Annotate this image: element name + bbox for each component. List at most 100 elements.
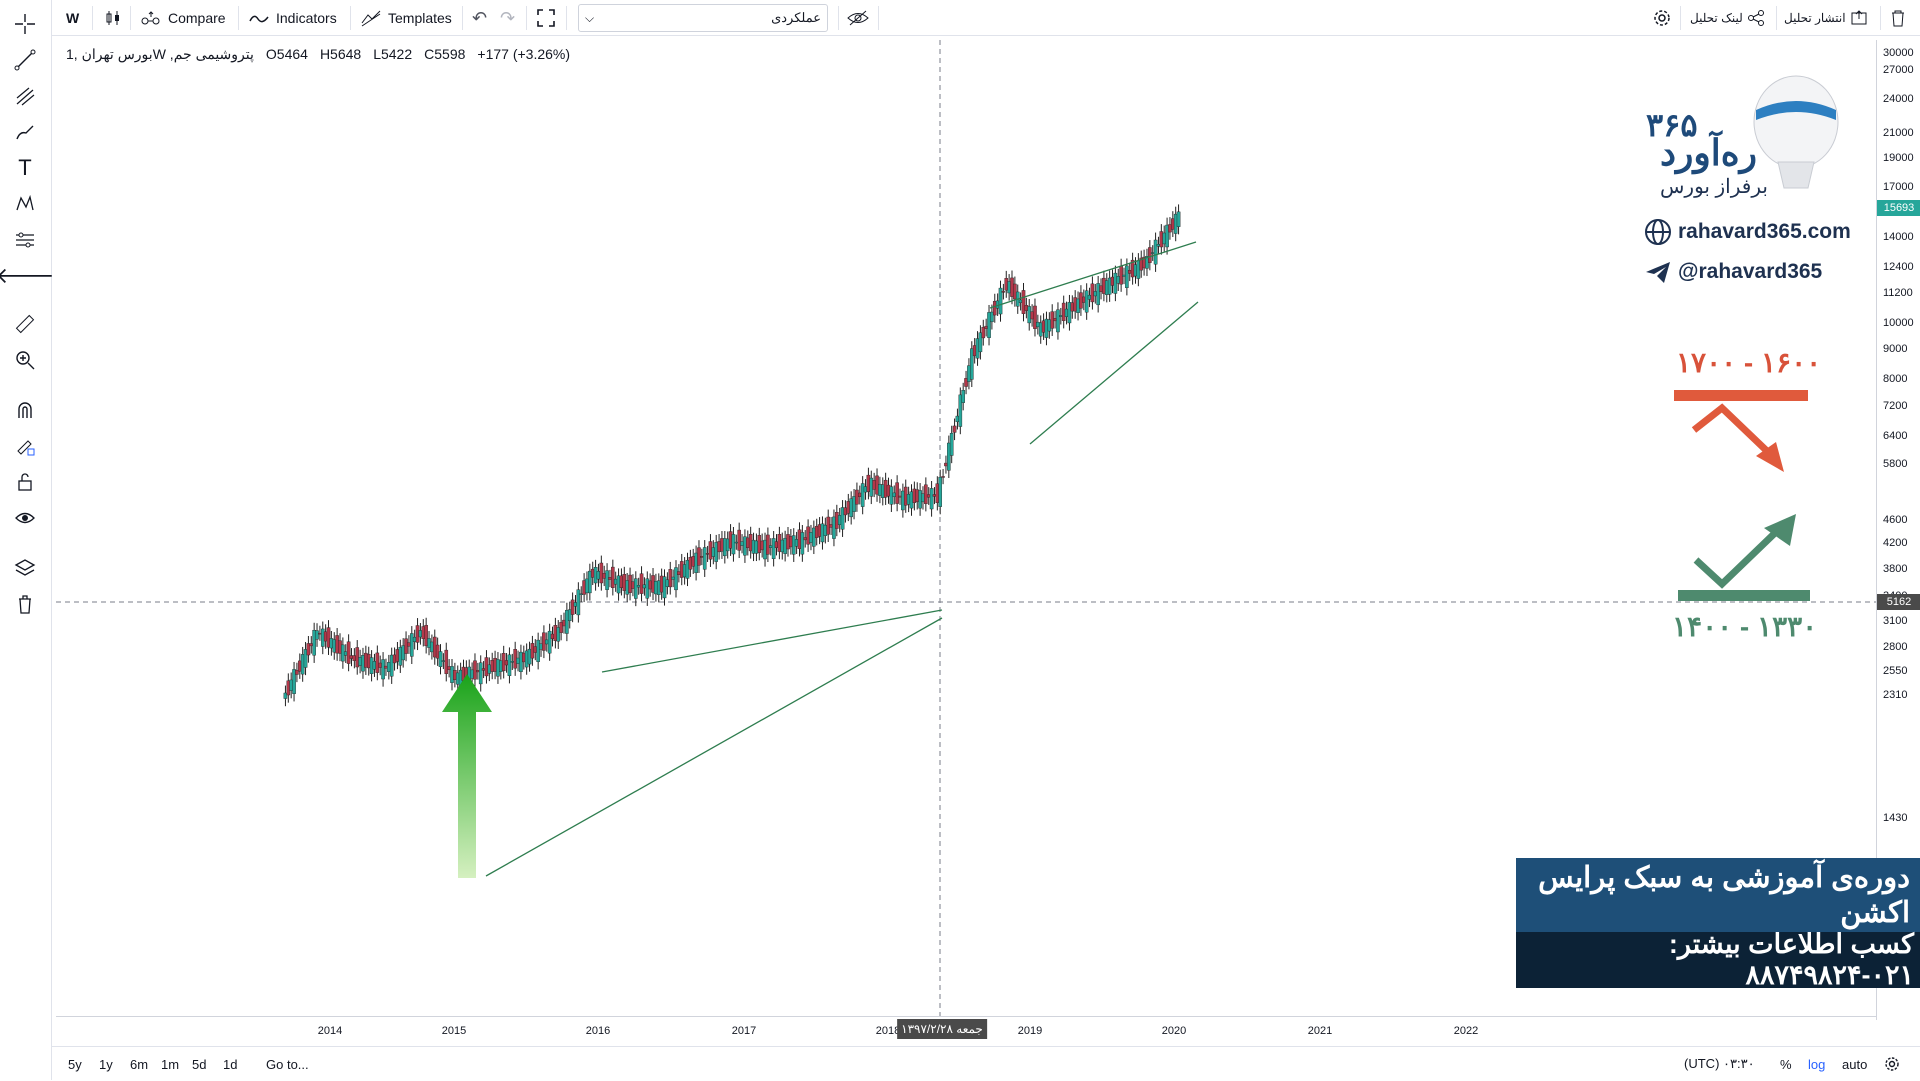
timezone-clock[interactable]: ۰۳:۳۰ (UTC) xyxy=(1684,1056,1755,1071)
price-axis-label: 3100 xyxy=(1883,615,1908,627)
candle-body xyxy=(424,624,428,647)
candle-body xyxy=(588,570,592,594)
share-analysis-button[interactable]: لینک تحلیل xyxy=(1690,0,1765,36)
zoom-in-icon[interactable] xyxy=(11,346,39,374)
price-axis-label: 10000 xyxy=(1883,317,1914,329)
price-axis-label: 4200 xyxy=(1883,537,1908,549)
price-axis-label: 9000 xyxy=(1883,343,1908,355)
redo-icon[interactable]: ↷ xyxy=(500,7,516,28)
candle-body xyxy=(381,659,385,680)
log-scale-toggle[interactable]: log xyxy=(1808,1056,1826,1072)
range-button-6m[interactable]: 6m xyxy=(130,1056,149,1072)
undo-icon[interactable]: ↶ xyxy=(472,7,488,28)
range-button-5d[interactable]: 5d xyxy=(192,1056,207,1072)
remove-drawings-icon[interactable] xyxy=(11,590,39,618)
last-price-badge: 15693 xyxy=(1877,200,1920,216)
candle-body xyxy=(639,573,644,594)
candle-body xyxy=(326,627,331,648)
candle-body xyxy=(1107,277,1112,295)
share-icon xyxy=(1747,10,1764,26)
crosshair-price-badge: 5162 xyxy=(1877,594,1920,610)
price-axis[interactable]: 30000 27000 24000 21000 19000 17000 14000 12400… xyxy=(1876,40,1920,1020)
price-axis-label: 1430 xyxy=(1883,812,1908,824)
telegram-link[interactable]: @rahavard365 xyxy=(1644,258,1822,286)
candle-body xyxy=(438,651,443,667)
toolbar-divider xyxy=(1880,6,1881,30)
time-axis[interactable]: 2022 2021 2020 2019 2018 2017 2016 2015 2014 جمع… xyxy=(56,1016,1876,1046)
candle-body xyxy=(947,442,951,471)
candle-body xyxy=(303,649,308,668)
magnet-icon[interactable] xyxy=(11,396,39,424)
price-axis-label: 14000 xyxy=(1883,231,1914,243)
publish-analysis-button[interactable]: انتشار تحلیل xyxy=(1784,0,1868,36)
price-axis-label: 24000 xyxy=(1883,93,1914,105)
publish-icon xyxy=(1851,10,1867,25)
candle-body xyxy=(731,534,736,555)
templates-button[interactable]: Templates xyxy=(360,0,452,36)
fullscreen-icon[interactable] xyxy=(536,0,556,36)
price-axis-label: 5800 xyxy=(1883,458,1908,470)
arrow-left-icon[interactable]: 🡐 xyxy=(0,263,55,288)
share-analysis-label: لینک تحلیل xyxy=(1690,11,1743,25)
publish-analysis-label: انتشار تحلیل xyxy=(1784,11,1846,25)
settings-gear-icon[interactable] xyxy=(1652,0,1672,36)
website-link[interactable]: rahavard365.com xyxy=(1644,218,1851,246)
crosshair-icon[interactable] xyxy=(11,10,39,38)
candle-body xyxy=(952,425,957,433)
hide-drawings-icon[interactable] xyxy=(846,0,870,36)
text-tool-icon[interactable]: T xyxy=(18,155,32,180)
unlock-icon[interactable] xyxy=(11,468,39,496)
range-button-1y[interactable]: 1y xyxy=(99,1056,113,1072)
brush-icon[interactable] xyxy=(11,118,39,146)
auto-scale-toggle[interactable]: auto xyxy=(1842,1056,1868,1072)
candle-body xyxy=(987,312,991,338)
pitchfork-icon[interactable] xyxy=(11,82,39,110)
trash-icon[interactable] xyxy=(1890,0,1906,36)
candle-body xyxy=(565,609,569,634)
candle-body xyxy=(855,489,859,505)
prediction-icon[interactable] xyxy=(11,226,39,254)
candle-body xyxy=(1021,290,1026,314)
support-zone-label: ۱۳۳۰ - ۱۴۰۰ xyxy=(1672,611,1818,642)
candle-body xyxy=(840,507,845,530)
chart-settings-gear-icon[interactable] xyxy=(1884,1047,1900,1081)
layers-icon[interactable] xyxy=(11,554,39,582)
toolbar-divider xyxy=(92,6,93,30)
ruler-icon[interactable] xyxy=(11,310,39,338)
time-axis-label: 2020 xyxy=(1161,1025,1187,1037)
lock-drawing-icon[interactable] xyxy=(11,432,39,460)
pattern-icon[interactable] xyxy=(11,190,39,218)
range-button-1m[interactable]: 1m xyxy=(161,1056,180,1072)
price-axis-label: 2550 xyxy=(1883,665,1908,677)
template-search-input[interactable]: ⌵ عملکردی xyxy=(578,4,828,32)
template-search-value: عملکردی xyxy=(771,10,821,25)
candlestick-series xyxy=(283,204,1181,707)
indicators-button[interactable]: Indicators xyxy=(248,0,337,36)
range-button-5y[interactable]: 5y xyxy=(68,1056,82,1072)
candle-body xyxy=(375,652,380,673)
price-chart[interactable] xyxy=(56,40,1876,1016)
interval-button[interactable]: W xyxy=(66,10,80,26)
resistance-down-arrow-icon xyxy=(1674,390,1808,472)
symbol-title[interactable]: بورس تهران ,1W ,پتروشیمی جم xyxy=(66,46,254,62)
candle-body xyxy=(662,576,667,599)
percent-scale-toggle[interactable]: % xyxy=(1780,1056,1792,1072)
candle-body xyxy=(766,534,770,555)
trend-line-icon[interactable] xyxy=(11,46,39,74)
candle-body xyxy=(1033,305,1037,329)
support-up-arrow-icon xyxy=(1678,514,1810,601)
candles-chart-type-icon[interactable] xyxy=(104,0,122,36)
candle-body xyxy=(570,599,575,615)
candle-body xyxy=(599,562,604,584)
candle-body xyxy=(283,692,288,699)
compare-button[interactable]: Compare xyxy=(140,0,226,36)
legend-low: L5422 xyxy=(373,46,413,62)
price-axis-label: 27000 xyxy=(1883,64,1914,76)
goto-date-button[interactable]: Go to... xyxy=(266,1056,309,1072)
eye-icon[interactable] xyxy=(11,504,39,532)
candle-body xyxy=(737,529,741,551)
candle-body xyxy=(556,627,561,642)
candle-body xyxy=(306,643,311,656)
promo-banner-contact: کسب اطلاعات بیشتر: ۰۲۱-۸۸۷۴۹۸۲۴ xyxy=(1516,929,1920,990)
range-button-1d[interactable]: 1d xyxy=(223,1056,238,1072)
